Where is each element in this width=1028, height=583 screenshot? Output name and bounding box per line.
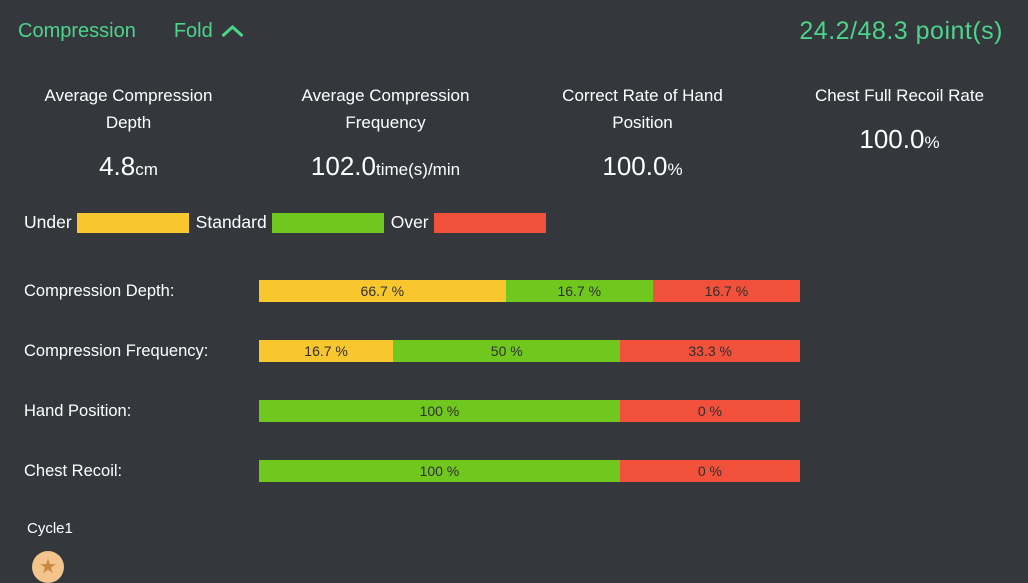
bar-row-label: Compression Depth:	[24, 281, 175, 300]
metric-value: 100.0%	[514, 151, 771, 182]
legend: Under Standard Over	[24, 212, 1028, 233]
score-max: 48.3	[857, 17, 909, 45]
metric: Correct Rate of Hand Position 100.0%	[514, 82, 771, 182]
bar-track: 66.7 % 16.7 % 16.7 %	[259, 280, 800, 302]
panel-header: Compression Fold 24.2/48.3 point(s)	[0, 0, 1028, 46]
score-current: 24.2	[799, 17, 851, 45]
bar-track: 16.7 % 50 % 33.3 %	[259, 340, 800, 362]
bar-row-label: Hand Position:	[24, 401, 132, 420]
result-bars: Compression Depth: 66.7 % 16.7 % 16.7 % Co…	[0, 280, 1028, 482]
legend-swatch	[271, 212, 384, 233]
metric-number: 4.8	[99, 151, 136, 181]
bar-segment-over: 0 %	[619, 400, 800, 422]
bar-segment-standard: 16.7 %	[505, 280, 653, 302]
bar-row-label: Chest Recoil:	[24, 461, 123, 480]
bar-segment-over: 16.7 %	[652, 280, 800, 302]
metric-title: Correct Rate of Hand Position	[562, 86, 723, 132]
legend-swatch	[76, 212, 189, 233]
legend-label: Under	[24, 212, 72, 232]
metric-number: 102.0	[310, 151, 376, 181]
cycle-label: Cycle1	[27, 520, 73, 537]
metric-title: Chest Full Recoil Rate	[814, 86, 985, 105]
chevron-up-icon	[220, 25, 245, 38]
metric-summary-row: Average Compression Depth 4.8cm Average …	[0, 82, 1028, 182]
section-title: Compression	[18, 20, 136, 42]
metric-unit: time(s)/min	[376, 160, 461, 179]
metric-number: 100.0	[859, 124, 925, 154]
metric: Average Compression Frequency 102.0time(…	[257, 82, 514, 182]
bar-row: Compression Depth: 66.7 % 16.7 % 16.7 %	[0, 280, 1028, 302]
bar-row: Compression Frequency: 16.7 % 50 % 33.3 %	[0, 340, 1028, 362]
bar-segment-under: 16.7 %	[259, 340, 394, 362]
metric-number: 100.0	[602, 151, 668, 181]
bar-row: Hand Position: 100 % 0 %	[0, 400, 1028, 422]
metric-unit: cm	[135, 160, 158, 179]
metric-title: Average Compression Depth	[44, 86, 213, 132]
bar-track: 100 % 0 %	[259, 400, 800, 422]
score-unit: point(s)	[908, 17, 1003, 45]
metric: Chest Full Recoil Rate 100.0%	[771, 82, 1028, 182]
bar-segment-standard: 100 %	[259, 400, 620, 422]
cycle-star-button[interactable]: ★	[32, 551, 64, 583]
score-separator: /	[850, 17, 858, 45]
bar-segment-standard: 100 %	[259, 460, 620, 482]
score-text: 24.2/48.3 point(s)	[799, 17, 1003, 46]
metric-title: Average Compression Frequency	[301, 86, 470, 132]
fold-button[interactable]: Fold	[174, 20, 245, 43]
metric: Average Compression Depth 4.8cm	[0, 82, 257, 182]
metric-value: 4.8cm	[0, 151, 257, 182]
legend-label: Standard	[195, 212, 267, 232]
metric-value: 102.0time(s)/min	[257, 151, 514, 182]
bar-segment-over: 0 %	[619, 460, 800, 482]
bar-row: Chest Recoil: 100 % 0 %	[0, 460, 1028, 482]
bar-segment-standard: 50 %	[393, 340, 621, 362]
metric-unit: %	[924, 133, 940, 152]
legend-label: Over	[390, 212, 429, 232]
metric-value: 100.0%	[771, 124, 1028, 155]
bar-segment-under: 66.7 %	[259, 280, 506, 302]
fold-button-label: Fold	[173, 20, 213, 42]
bar-segment-over: 33.3 %	[620, 340, 800, 362]
legend-swatch	[433, 212, 546, 233]
star-icon: ★	[39, 555, 57, 578]
bar-track: 100 % 0 %	[259, 460, 800, 482]
bar-row-label: Compression Frequency:	[24, 341, 209, 360]
metric-unit: %	[667, 160, 683, 179]
